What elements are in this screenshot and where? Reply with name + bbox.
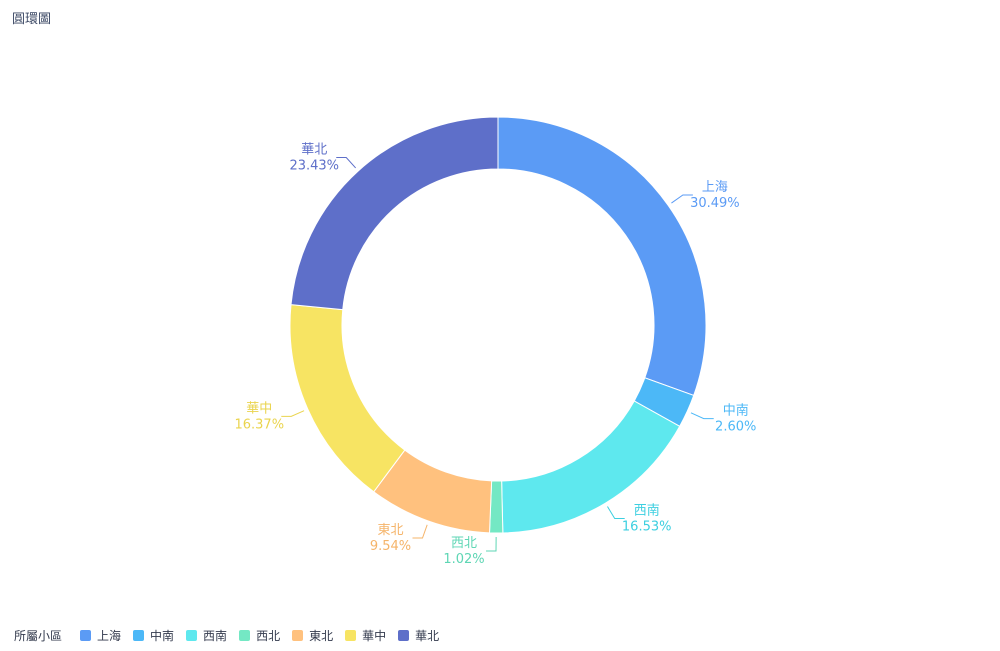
- legend-label: 上海: [97, 628, 122, 643]
- leader-line-slice-2: [690, 412, 714, 420]
- leader-line-slice-4: [486, 536, 497, 552]
- legend-item[interactable]: 華中: [345, 627, 386, 644]
- leader-line-slice-5: [412, 524, 428, 539]
- donut-slice-6[interactable]: [289, 304, 406, 493]
- donut-slice-1[interactable]: [497, 116, 707, 397]
- legend-label: 西南: [203, 628, 228, 643]
- legend-item[interactable]: 東北: [292, 627, 333, 644]
- slice-percent-label: 16.37%: [234, 417, 284, 432]
- chart-title: 圓環圖: [12, 12, 52, 27]
- leader-line-slice-3: [607, 506, 625, 520]
- legend-item[interactable]: 中南: [133, 627, 174, 644]
- legend-swatch: [398, 629, 410, 641]
- slice-name-label: 中南: [723, 403, 749, 419]
- legend-label: 華中: [362, 628, 387, 643]
- legend-item[interactable]: 華北: [398, 627, 439, 644]
- slice-name-label: 東北: [377, 522, 403, 538]
- legend-items: 上海 中南 西南 西北 東北 華中 華北: [80, 627, 451, 644]
- leader-line-slice-7: [336, 157, 357, 169]
- slice-name-label: 華中: [246, 401, 272, 416]
- slice-percent-label: 16.53%: [622, 520, 672, 535]
- legend-label: 東北: [309, 628, 334, 643]
- leader-line-slice-6: [281, 410, 305, 417]
- legend: 所屬小區 上海 中南 西南 西北 東北 華中 華北: [14, 626, 451, 644]
- legend-label: 西北: [256, 628, 281, 643]
- legend-swatch: [239, 629, 251, 641]
- legend-label: 中南: [150, 628, 175, 643]
- leader-line-slice-1: [671, 194, 693, 204]
- label-leader-lines: [281, 157, 714, 552]
- legend-swatch: [292, 629, 304, 641]
- legend-item[interactable]: 上海: [80, 627, 121, 644]
- slice-name-label: 上海: [702, 180, 728, 195]
- legend-title: 所屬小區: [14, 628, 63, 643]
- slice-percent-label: 23.43%: [289, 159, 339, 174]
- slice-percent-label: 2.60%: [715, 420, 756, 435]
- legend-swatch: [80, 629, 92, 641]
- slice-name-label: 西南: [634, 503, 660, 519]
- legend-swatch: [133, 629, 145, 641]
- donut-slice-7[interactable]: [290, 116, 499, 311]
- legend-label: 華北: [415, 628, 440, 643]
- legend-swatch: [186, 629, 198, 641]
- slice-percent-label: 30.49%: [690, 196, 740, 211]
- slice-percent-label: 1.02%: [443, 552, 484, 567]
- donut-slices: [289, 116, 707, 534]
- slice-name-label: 華北: [301, 143, 327, 158]
- slice-name-label: 西北: [451, 536, 477, 551]
- legend-item[interactable]: 西南: [186, 627, 227, 644]
- slice-percent-label: 9.54%: [370, 539, 411, 554]
- legend-swatch: [345, 629, 357, 641]
- legend-item[interactable]: 西北: [239, 627, 280, 644]
